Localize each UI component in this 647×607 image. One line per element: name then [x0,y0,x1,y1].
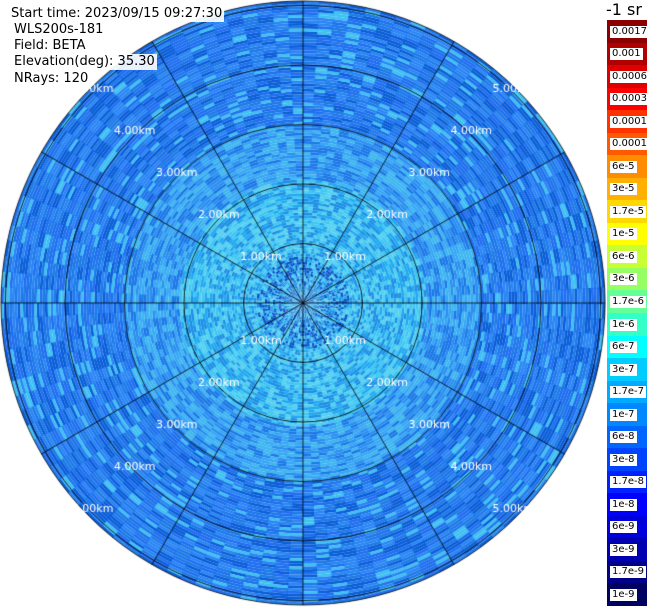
colorbar-bin: 0.0001 [607,132,647,156]
colorbar-bin: 3e-9 [607,538,647,562]
ppi-plot [0,0,606,607]
colorbar-label: 3e-9 [610,543,637,556]
colorbar-bin: 3e-5 [607,177,647,201]
colorbar-bin: 3e-6 [607,267,647,291]
start-time-label: Start time: 2023/09/15 09:27:30 [9,6,225,22]
colorbar-label: 0.00017 [610,115,647,128]
colorbar-label: 0.0001 [610,138,647,151]
field-label: Field: BETA [12,38,88,54]
colorbar-bin: 0.0017 [607,20,647,44]
colorbar-bin: 6e-9 [607,515,647,539]
colorbar-bin: 1.7e-5 [607,200,647,224]
colorbar-bin: 3e-8 [607,448,647,472]
colorbar-label: 1e-9 [610,588,637,601]
colorbar-label: 6e-7 [610,341,637,354]
colorbar-bin: 0.00017 [607,110,647,134]
colorbar-label: 1.7e-5 [610,205,647,218]
colorbar-label: 1.7e-9 [610,566,647,579]
nrays-label: NRays: 120 [12,71,91,87]
colorbar-label: 6e-6 [610,250,637,263]
colorbar-label: 1.7e-7 [610,386,647,399]
instrument-label: WLS200s-181 [12,22,106,38]
colorbar-label: 1e-8 [610,498,637,511]
colorbar-label: 1e-7 [610,408,637,421]
colorbar-bin: 1.7e-7 [607,380,647,404]
colorbar-bin: 1.7e-9 [607,560,647,584]
colorbar-bin: 1e-6 [607,313,647,337]
colorbar-bin: 1e-8 [607,493,647,517]
colorbar-label: 0.0006 [610,70,647,83]
colorbar: 0.0017 0.001 0.0006 0.0003 0.00017 0.0001 6e-5… [607,20,647,607]
colorbar-bin: 6e-8 [607,425,647,449]
colorbar-label: 0.001 [610,48,643,61]
colorbar-bin: 0.0006 [607,65,647,89]
colorbar-bin: 1.7e-6 [607,290,647,314]
colorbar-label: 3e-8 [610,453,637,466]
colorbar-label: 0.0003 [610,93,647,106]
colorbar-bin: 6e-6 [607,245,647,269]
elevation-label: Elevation(deg): 35.30 [12,54,157,70]
colorbar-label: 1e-6 [610,318,637,331]
colorbar-bin: 6e-7 [607,335,647,359]
colorbar-label: 3e-6 [610,273,637,286]
colorbar-label: 1.7e-8 [610,476,647,489]
colorbar-label: 6e-8 [610,431,637,444]
colorbar-label: 3e-7 [610,363,637,376]
colorbar-bin: 3e-7 [607,358,647,382]
colorbar-bin: 0.0003 [607,87,647,111]
colorbar-label: 1.7e-6 [610,295,647,308]
colorbar-bin: 1e-9 [607,583,647,607]
colorbar-bin: 6e-5 [607,155,647,179]
colorbar-bin: 1.7e-8 [607,470,647,494]
colorbar-label: 6e-9 [610,521,637,534]
colorbar-bin: 1e-7 [607,403,647,427]
colorbar-label: 0.0017 [610,25,647,38]
colorbar-label: 3e-5 [610,183,637,196]
colorbar-bin: 1e-5 [607,222,647,246]
colorbar-label: 6e-5 [610,160,637,173]
colorbar-label: 1e-5 [610,228,637,241]
colorbar-bin: 0.001 [607,42,647,66]
colorbar-title: -1 sr [606,0,642,19]
